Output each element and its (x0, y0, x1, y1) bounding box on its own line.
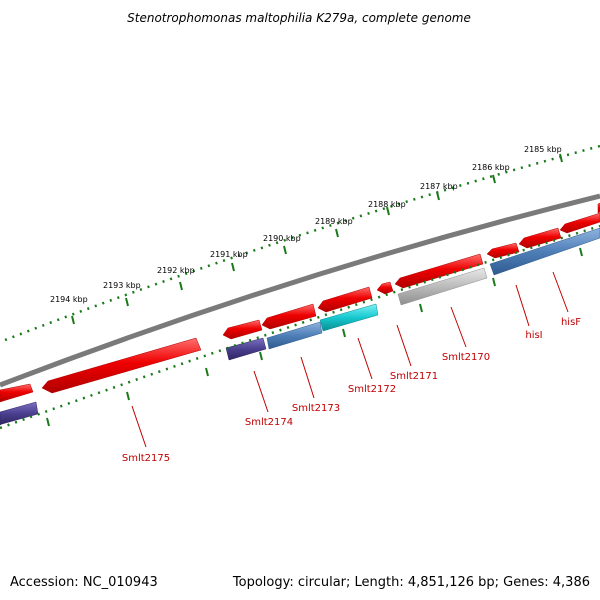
gene-smlt2174-reverse (225, 337, 267, 361)
inner-major-tick-4 (259, 351, 263, 361)
outer-tick-track (4, 144, 600, 342)
major-tick-2188 (386, 206, 390, 216)
tick-label-2190: 2190 kbp (263, 234, 301, 243)
leader-smlt2172 (357, 337, 373, 380)
tick-label-2191: 2191 kbp (210, 250, 248, 259)
tick-label-2189: 2189 kbp (315, 217, 353, 226)
forward-strand-features (0, 202, 600, 403)
gene-hisf-forward (518, 227, 562, 249)
gene-smlt2173-forward (261, 303, 317, 330)
gene-label-smlt2170: Smlt2170 (442, 352, 490, 363)
inner-major-tick-2 (126, 391, 130, 401)
tick-label-2187: 2187 kbp (420, 182, 458, 191)
gene-hisi-reverse (489, 227, 600, 276)
gene-label-hisf: hisF (561, 317, 581, 328)
map-title: Stenotrophomonas maltophilia K279a, comp… (127, 11, 471, 25)
gene-smlt2175-forward (0, 383, 34, 403)
inner-major-tick-3 (205, 367, 209, 377)
tick-label-2194: 2194 kbp (50, 295, 88, 304)
gene-label-smlt2172: Smlt2172 (348, 384, 396, 395)
gene-smlt2171-forward (376, 281, 394, 295)
genome-summary-text: Topology: circular; Length: 4,851,126 bp… (232, 575, 590, 590)
gene-label-smlt2174: Smlt2174 (245, 417, 293, 428)
inner-major-tick-7 (492, 277, 496, 287)
tick-label-2185: 2185 kbp (524, 145, 562, 154)
gene-smlt2174-forward (222, 319, 263, 340)
major-tick-2194 (71, 315, 75, 325)
major-tick-2193 (125, 297, 129, 307)
gene-smlt2175-arrow (41, 337, 202, 394)
major-tick-2185 (559, 153, 563, 163)
leader-smlt2171 (396, 324, 412, 367)
gene-next-forward (559, 212, 600, 234)
gene-label-smlt2171: Smlt2171 (390, 371, 438, 382)
major-tick-2189 (335, 228, 339, 238)
leader-smlt2170 (450, 306, 467, 348)
gene-smlt2170-reverse (397, 267, 488, 306)
gene-smlt2173-reverse (266, 321, 323, 350)
inner-tick-dots (0, 224, 600, 430)
gene-smlt2172-reverse (319, 303, 379, 332)
tick-label-2192: 2192 kbp (157, 266, 195, 275)
major-tick-2191 (231, 262, 235, 272)
gene-labels: hisF hisI Smlt2170 Smlt2171 Smlt2172 Sml… (122, 317, 581, 464)
gene-leader-lines (131, 271, 569, 448)
major-tick-2192 (179, 281, 183, 291)
gene-smlt2175-reverse (0, 401, 39, 426)
major-tick-2187 (436, 191, 440, 201)
leader-hisi (515, 284, 530, 327)
leader-smlt2175 (131, 405, 147, 448)
outer-tick-dots (4, 144, 600, 342)
accession-text: Accession: NC_010943 (10, 575, 158, 590)
gene-label-hisi: hisI (525, 330, 542, 341)
inner-major-tick-5 (342, 328, 346, 338)
inner-major-tick-1 (46, 417, 50, 427)
major-tick-2190 (283, 245, 287, 255)
inner-tick-track (0, 224, 600, 430)
gene-label-smlt2173: Smlt2173 (292, 403, 340, 414)
major-tick-2186 (492, 174, 496, 184)
gene-hisi-forward (486, 242, 520, 259)
genome-backbone (0, 193, 600, 388)
leader-smlt2174 (253, 370, 269, 413)
tick-label-2193: 2193 kbp (103, 281, 141, 290)
leader-hisf (552, 271, 569, 313)
leader-smlt2173 (300, 356, 315, 399)
gene-label-smlt2175: Smlt2175 (122, 453, 170, 464)
tick-label-2186: 2186 kbp (472, 163, 510, 172)
reverse-strand-features (0, 227, 600, 426)
tick-labels: 2185 kbp 2186 kbp 2187 kbp 2188 kbp 2189… (50, 145, 562, 304)
tick-label-2188: 2188 kbp (368, 200, 406, 209)
inner-major-tick-6 (419, 303, 423, 313)
inner-major-tick-8 (579, 247, 583, 257)
gene-smlt2172-forward (317, 286, 373, 313)
gene-smlt2170-forward (394, 253, 484, 289)
